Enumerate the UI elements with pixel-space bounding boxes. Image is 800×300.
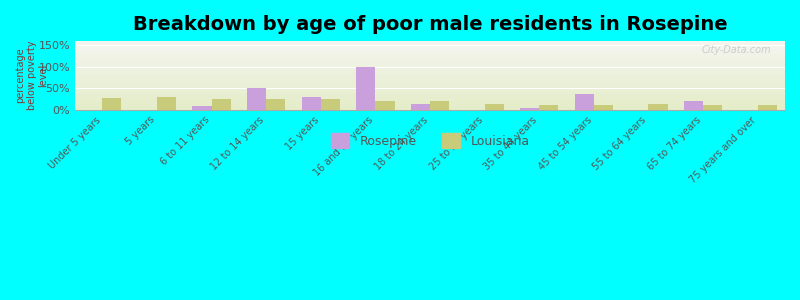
- Bar: [539, 105, 558, 110]
- Bar: [247, 88, 266, 110]
- Bar: [430, 101, 449, 110]
- Bar: [157, 97, 176, 110]
- Bar: [758, 105, 777, 110]
- Bar: [703, 105, 722, 110]
- Bar: [703, 105, 722, 110]
- Bar: [193, 106, 211, 110]
- Bar: [321, 99, 340, 110]
- Bar: [211, 99, 230, 110]
- Bar: [539, 105, 558, 110]
- Title: Breakdown by age of poor male residents in Rosepine: Breakdown by age of poor male residents …: [133, 15, 727, 34]
- Bar: [356, 67, 375, 110]
- Bar: [485, 104, 504, 110]
- Bar: [411, 104, 430, 110]
- Y-axis label: percentage
below poverty
level: percentage below poverty level: [15, 41, 48, 110]
- Bar: [574, 94, 594, 110]
- Bar: [102, 98, 122, 110]
- Bar: [321, 99, 340, 110]
- Bar: [574, 94, 594, 110]
- Bar: [649, 104, 667, 110]
- Bar: [520, 108, 539, 110]
- Bar: [520, 108, 539, 110]
- Bar: [594, 105, 613, 110]
- Bar: [211, 99, 230, 110]
- Bar: [375, 101, 394, 110]
- Bar: [157, 97, 176, 110]
- Bar: [102, 98, 122, 110]
- Bar: [649, 104, 667, 110]
- Bar: [302, 97, 321, 110]
- Bar: [485, 104, 504, 110]
- Bar: [430, 101, 449, 110]
- Bar: [594, 105, 613, 110]
- Bar: [758, 105, 777, 110]
- Bar: [247, 88, 266, 110]
- Bar: [356, 67, 375, 110]
- Text: City-Data.com: City-Data.com: [701, 45, 771, 55]
- Bar: [266, 99, 286, 110]
- Legend: Rosepine, Louisiana: Rosepine, Louisiana: [326, 128, 534, 153]
- Bar: [684, 101, 703, 110]
- Bar: [375, 101, 394, 110]
- Bar: [684, 101, 703, 110]
- Bar: [411, 104, 430, 110]
- Bar: [193, 106, 211, 110]
- Bar: [302, 97, 321, 110]
- Bar: [266, 99, 286, 110]
